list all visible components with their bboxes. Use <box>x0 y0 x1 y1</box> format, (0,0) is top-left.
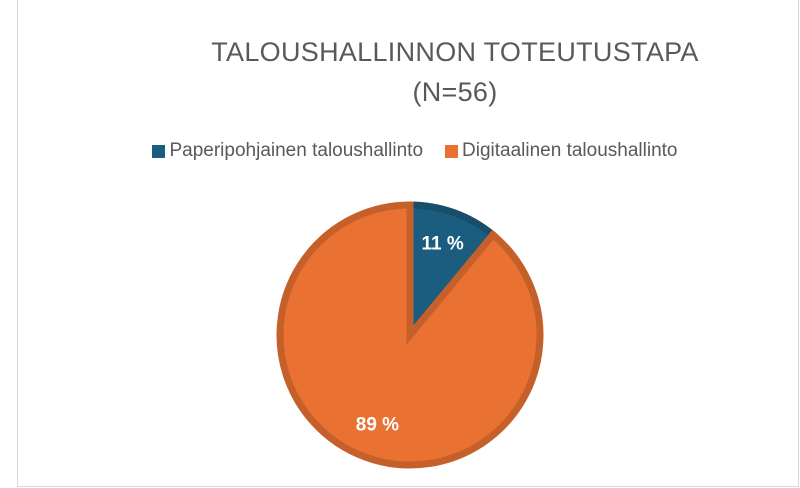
pie-slice <box>276 201 544 469</box>
legend-swatch <box>152 144 166 158</box>
legend-item: Digitaalinen taloushallinto <box>445 140 678 162</box>
data-label: 11 % <box>421 234 463 255</box>
legend-swatch <box>445 144 459 158</box>
chart-title: TALOUSHALLINNON TOTEUTUSTAPA (N=56) <box>211 37 699 107</box>
legend: Paperipohjainen taloushallinto Digitaalin… <box>0 140 800 162</box>
data-label: 89 % <box>356 415 399 436</box>
legend-label: Digitaalinen taloushallinto <box>462 140 678 161</box>
legend-label: Paperipohjainen taloushallinto <box>169 140 424 161</box>
chart-frame <box>17 0 799 487</box>
legend-item: Paperipohjainen taloushallinto <box>152 140 423 162</box>
